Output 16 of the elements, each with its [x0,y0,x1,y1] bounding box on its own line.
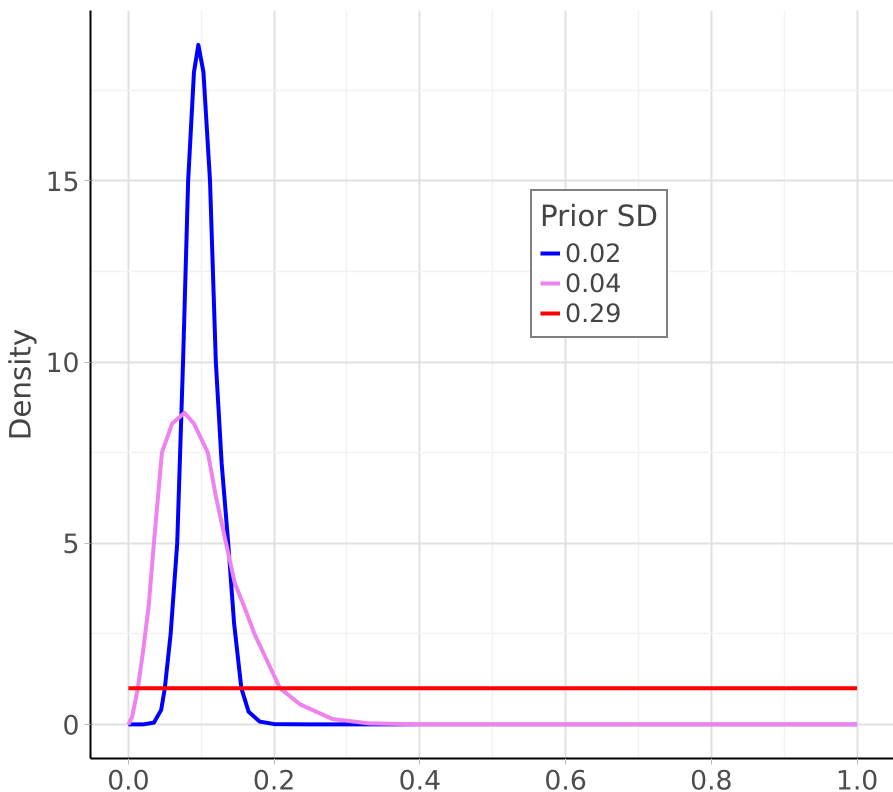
y-tick-label: 10 [46,348,80,380]
legend-label: 0.29 [565,298,622,328]
y-axis-title: Density [4,328,38,440]
x-tick-label: 0.8 [690,766,733,792]
y-tick-label: 15 [46,166,80,198]
x-tick-label: 0.2 [252,766,296,792]
x-tick-label: 0.0 [107,766,150,792]
legend-label: 0.04 [565,268,622,298]
x-tick-label: 0.4 [398,766,442,792]
x-tick-label: 0.6 [544,766,587,792]
x-tick-label: 1.0 [836,766,878,792]
legend-title: Prior SD [540,199,658,233]
line-series [126,410,860,726]
y-tick-label: 5 [62,529,80,560]
y-tick-label: 0 [62,710,80,742]
legend-label: 0.02 [565,238,622,268]
